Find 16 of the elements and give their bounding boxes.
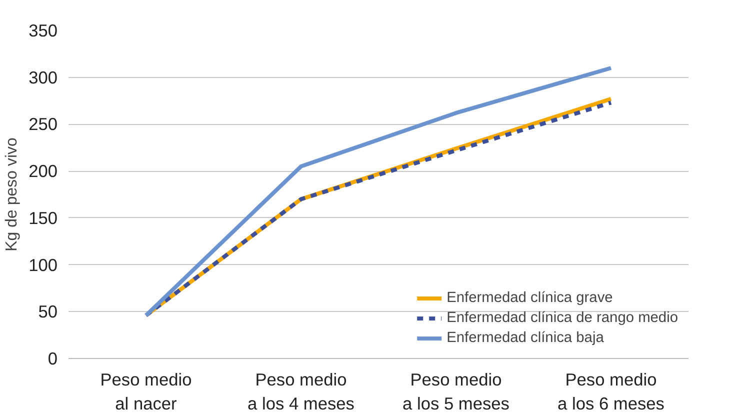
legend-label: Enfermedad clínica baja bbox=[446, 330, 604, 346]
y-tick-label: 50 bbox=[38, 302, 58, 322]
y-tick-label: 100 bbox=[28, 254, 58, 275]
y-tick-label: 300 bbox=[28, 67, 58, 88]
y-tick-label: 150 bbox=[28, 208, 58, 228]
x-tick-label: Peso medio a los 6 meses bbox=[558, 370, 665, 414]
x-tick-label: Peso medio a los 5 meses bbox=[402, 370, 510, 414]
legend-label: Enfermedad clínica de rango medio bbox=[446, 310, 678, 326]
y-tick-label: 0 bbox=[48, 348, 58, 368]
y-axis-title: Kg de peso vivo bbox=[4, 137, 21, 252]
y-tick-label: 250 bbox=[28, 114, 58, 134]
x-tick-label: Peso medio al nacer bbox=[100, 370, 192, 414]
y-tick-label: 350 bbox=[28, 20, 58, 40]
y-tick-label: 200 bbox=[28, 161, 58, 182]
legend-label: Enfermedad clínica grave bbox=[446, 290, 613, 306]
x-tick-label: Peso medio a los 4 meses bbox=[248, 370, 355, 414]
